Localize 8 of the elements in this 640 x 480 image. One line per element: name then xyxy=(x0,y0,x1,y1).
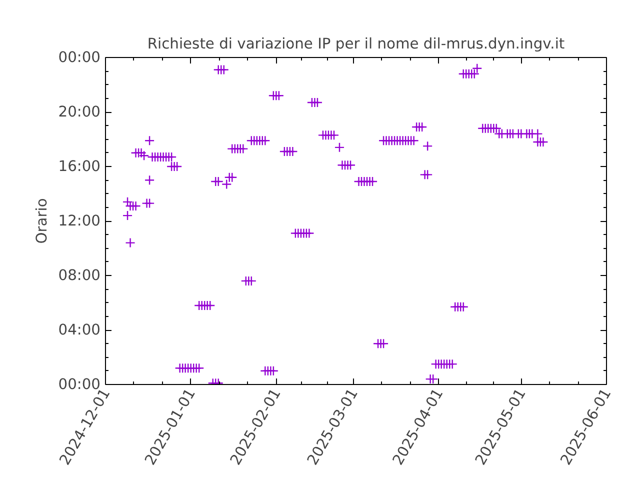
y-tick-label: 20:00 xyxy=(58,104,101,120)
y-axis-title: Orario xyxy=(33,198,50,244)
y-tick-label: 12:00 xyxy=(58,212,101,230)
y-tick-label: 16:00 xyxy=(58,158,101,175)
y-tick-label: 08:00 xyxy=(58,267,101,284)
chart-title: Richieste di variazione IP per il nome dil-mrus.dyn.ingv.it xyxy=(147,36,565,52)
y-tick-label: 00:00 xyxy=(58,49,101,66)
y-tick-label: 04:00 xyxy=(58,322,101,338)
